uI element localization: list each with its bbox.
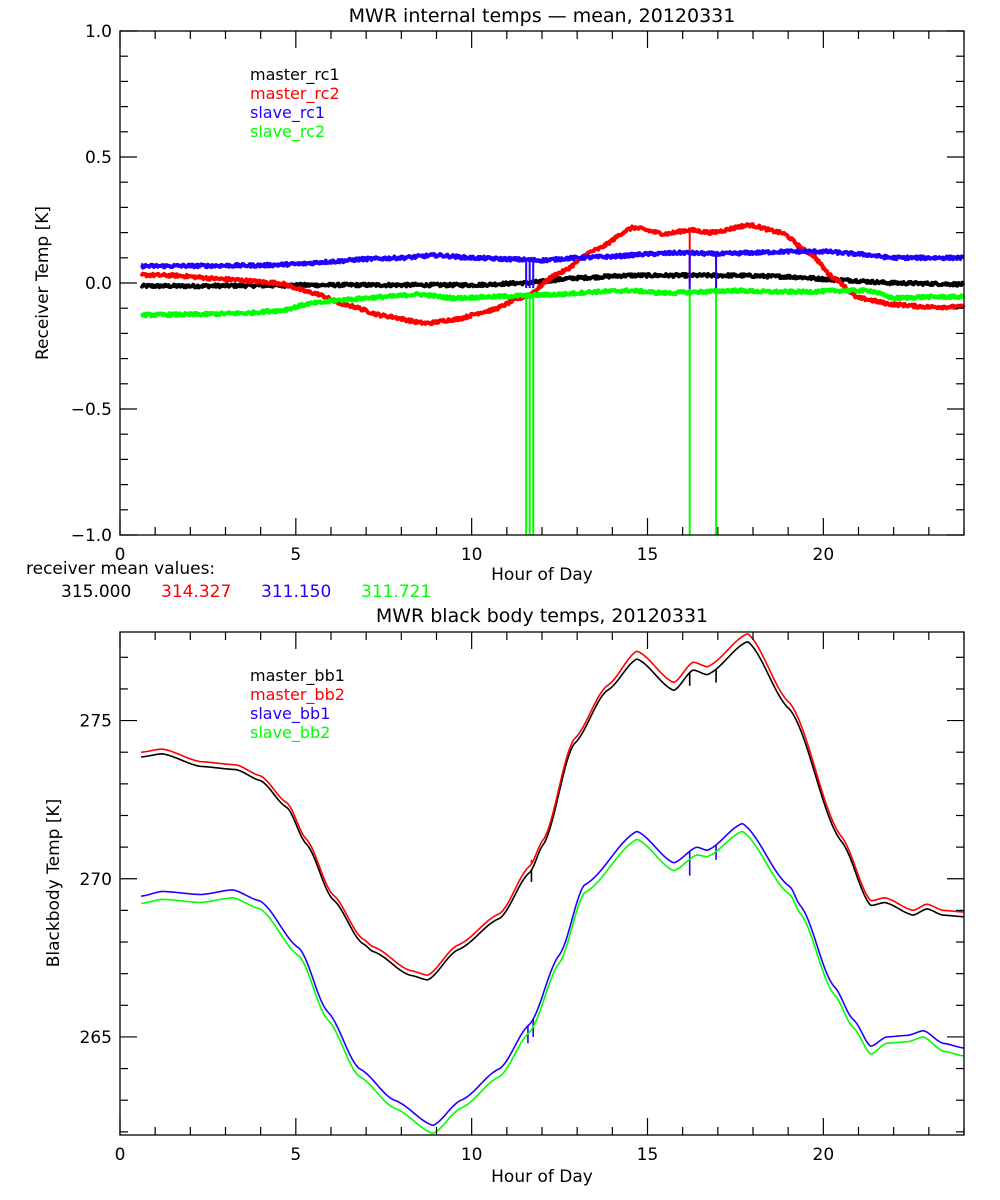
mean-value-master-rc2: 314.327: [161, 582, 231, 602]
blackbody-x-tick-label: 5: [290, 1145, 301, 1165]
series-line-slave-rc2: [139, 287, 966, 319]
blackbody-x-tick-label: 15: [637, 1145, 659, 1165]
receiver-x-tick-label: 10: [461, 545, 483, 565]
receiver-y-tick-label: 0.5: [85, 148, 112, 168]
legend-item-master-bb2: master_bb2: [250, 685, 345, 705]
series-master-bb1: [141, 641, 965, 981]
series-line-master-bb2: [141, 633, 965, 977]
series-line-master-rc2: [139, 222, 966, 327]
receiver-x-tick-label: 15: [637, 545, 659, 565]
series-slave-rc1: [140, 248, 966, 291]
series-line-slave-bb2: [141, 830, 965, 1135]
receiver-y-axis-label: Receiver Temp [K]: [33, 206, 53, 360]
mean-value-master-rc1: 315.000: [61, 582, 131, 602]
series-master-bb2: [141, 633, 965, 977]
blackbody-x-tick-label: 10: [461, 1145, 483, 1165]
blackbody-y-axis-label: Blackbody Temp [K]: [44, 799, 64, 968]
series-line-slave-rc1: [140, 248, 966, 270]
receiver-mean-values-annotation: receiver mean values: 315.000 314.327 31…: [26, 559, 431, 602]
blackbody-series-layer: [140, 633, 965, 1135]
mean-values-label: receiver mean values:: [26, 559, 215, 579]
blackbody-x-ticks: 0 5 10 15 20: [115, 632, 965, 1165]
receiver-x-ticks: 0 5 10 15 20: [115, 31, 965, 565]
blackbody-x-tick-label: 0: [115, 1145, 126, 1165]
legend-item-slave-rc2: slave_rc2: [250, 122, 325, 142]
receiver-y-tick-label: −0.5: [71, 400, 112, 420]
blackbody-y-tick-label: 265: [80, 1028, 112, 1048]
receiver-series-layer: [139, 222, 966, 535]
series-slave-bb2: [141, 830, 965, 1135]
receiver-x-axis-label: Hour of Day: [491, 565, 593, 585]
legend-item-slave-bb2: slave_bb2: [250, 723, 330, 743]
receiver-x-tick-label: 20: [813, 545, 835, 565]
blackbody-legend: master_bb1 master_bb2 slave_bb1 slave_bb…: [250, 666, 345, 743]
receiver-temps-panel: MWR internal temps — mean, 20120331 0 5 10…: [26, 5, 966, 602]
blackbody-chart-title: MWR black body temps, 20120331: [376, 605, 708, 627]
receiver-axes: 0 5 10 15 20 −1.0 −0.5 0.0 0.5 1.0: [71, 22, 965, 565]
blackbody-axes: 0 5 10 15 20 265 270 275: [80, 631, 965, 1165]
series-line-slave-bb1: [140, 822, 965, 1127]
receiver-y-tick-label: 0.0: [85, 274, 112, 294]
receiver-y-tick-label: 1.0: [85, 22, 112, 42]
legend-item-master-rc1: master_rc1: [250, 65, 340, 85]
blackbody-x-tick-label: 20: [813, 1145, 835, 1165]
mean-value-slave-rc1: 311.150: [261, 582, 331, 602]
receiver-x-tick-label: 0: [115, 545, 126, 565]
mean-value-slave-rc2: 311.721: [361, 582, 431, 602]
legend-item-slave-rc1: slave_rc1: [250, 103, 325, 123]
legend-item-master-rc2: master_rc2: [250, 84, 340, 104]
legend-item-master-bb1: master_bb1: [250, 666, 345, 686]
blackbody-x-axis-label: Hour of Day: [491, 1167, 593, 1187]
blackbody-temps-panel: MWR black body temps, 20120331 0 5 10 15 20 2…: [44, 605, 965, 1187]
blackbody-y-tick-label: 275: [80, 712, 112, 732]
receiver-y-tick-label: −1.0: [71, 526, 112, 546]
legend-item-slave-bb1: slave_bb1: [250, 704, 330, 724]
receiver-y-ticks: −1.0 −0.5 0.0 0.5 1.0: [71, 22, 964, 546]
receiver-x-tick-label: 5: [290, 545, 301, 565]
receiver-chart-title: MWR internal temps — mean, 20120331: [349, 5, 736, 27]
receiver-legend: master_rc1 master_rc2 slave_rc1 slave_rc…: [250, 65, 340, 142]
blackbody-y-ticks: 265 270 275: [80, 656, 964, 1133]
series-line-master-bb1: [141, 641, 965, 981]
blackbody-y-tick-label: 270: [80, 870, 112, 890]
series-slave-rc2: [139, 287, 966, 535]
